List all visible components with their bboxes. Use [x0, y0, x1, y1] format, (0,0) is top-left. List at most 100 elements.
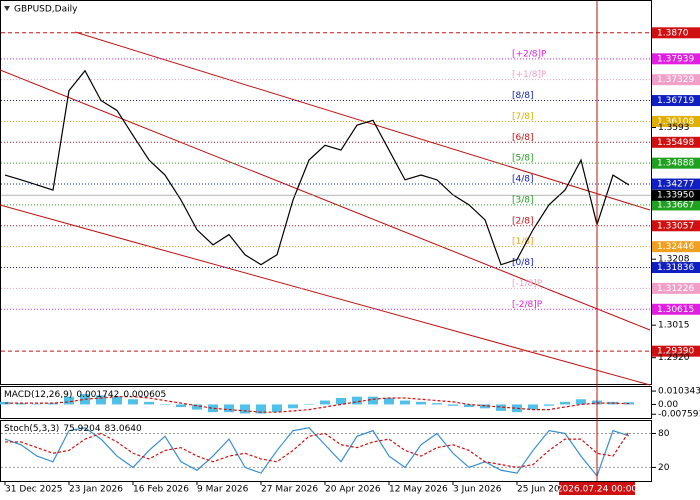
macd-bar — [576, 399, 586, 405]
macd-bar — [528, 404, 538, 410]
macd-bar — [544, 404, 554, 406]
x-tick-label: 9 Mar 2026 — [197, 485, 249, 495]
level-label-bg — [652, 303, 700, 315]
macd-bar — [304, 404, 314, 405]
last-price-label: 1.33950 — [657, 191, 694, 201]
stoch-main-line — [4, 427, 630, 478]
level-tag: [1/8] — [512, 237, 534, 247]
level-tag: [-1/8]P — [512, 279, 543, 289]
level-tag: [+1/8]P — [512, 70, 547, 80]
level-label-bg — [652, 157, 700, 169]
level-label-bg — [652, 282, 700, 294]
level-label-bg — [652, 220, 700, 232]
y-tick-label: 0.010343 — [658, 387, 700, 397]
indicator-value: 83.0640 — [105, 424, 142, 434]
y-tick-label: 1.3015 — [658, 321, 690, 331]
level-label: 1.34888 — [657, 159, 694, 169]
x-tick-label: 27 Mar 2026 — [261, 485, 318, 495]
macd-bar — [256, 404, 266, 414]
macd-bar — [288, 404, 298, 409]
level-label: 1.3870 — [657, 28, 689, 38]
macd-bar — [64, 396, 74, 405]
x-tick-label: 20 Apr 2026 — [325, 485, 381, 495]
level-label-bg — [652, 178, 700, 190]
level-label: 1.32446 — [657, 242, 694, 252]
level-label-bg — [652, 262, 700, 274]
x-tick-label: 31 Dec 2025 — [5, 485, 63, 495]
y-tick-label: 1.3208 — [658, 255, 690, 265]
level-label-bg — [652, 136, 700, 148]
crosshair-label: 2026.07.24 00:00 — [557, 485, 638, 495]
macd-bar — [336, 397, 346, 405]
stoch-panel — [0, 420, 652, 482]
level-label-bg — [652, 53, 700, 65]
x-tick-label: 3 Jun 2026 — [453, 485, 502, 495]
macd-bar — [272, 404, 282, 413]
level-label: 1.35498 — [657, 138, 694, 148]
channel-line — [0, 204, 651, 386]
level-label: 1.37939 — [657, 54, 694, 64]
macd-bar — [496, 404, 506, 411]
y-tick-label: 1.3593 — [658, 123, 690, 133]
macd-bar — [352, 396, 362, 405]
macd-bar — [480, 404, 490, 409]
macd-bar — [240, 404, 250, 414]
macd-bar — [400, 400, 410, 405]
level-tag: [3/8] — [512, 195, 534, 205]
macd-bar — [128, 399, 138, 405]
level-tag: [4/8] — [512, 175, 534, 185]
macd-bar — [224, 404, 234, 413]
indicator-title: MACD(12,26,9) 0.001742 0.000605 — [4, 390, 166, 400]
macd-bar — [192, 404, 202, 410]
level-tag: [-2/8]P — [512, 300, 543, 310]
level-tag: [2/8] — [512, 216, 534, 226]
last-price-bg — [652, 189, 700, 201]
crosshair-label-bg — [559, 482, 635, 495]
level-label: 1.33667 — [657, 200, 694, 210]
level-label-bg — [652, 199, 700, 211]
macd-bar — [160, 404, 170, 405]
level-label: 1.30615 — [657, 305, 694, 315]
x-tick-label: 23 Jan 2026 — [69, 485, 123, 495]
level-tag: [5/8] — [512, 154, 534, 164]
macd-bar — [16, 403, 26, 405]
y-tick-label: 20 — [658, 463, 670, 473]
level-label-bg — [652, 115, 700, 127]
symbol-icon — [4, 6, 10, 11]
macd-bar — [112, 396, 122, 405]
x-tick-label: 16 Feb 2026 — [133, 485, 189, 495]
chart-title: GBPUSD,Daily — [14, 5, 78, 15]
level-label: 1.33057 — [657, 221, 694, 231]
signal-line — [5, 431, 630, 469]
signal-line — [5, 396, 630, 413]
channel-line — [74, 31, 651, 211]
level-label-bg — [652, 27, 700, 39]
level-label: 1.31226 — [657, 284, 694, 294]
macd-bar — [368, 396, 378, 405]
level-label: 1.36108 — [657, 117, 694, 127]
macd-bar — [560, 401, 570, 405]
macd-bar — [144, 401, 154, 405]
main-panel — [0, 0, 652, 385]
level-label-bg — [652, 345, 700, 357]
macd-bar — [512, 404, 522, 413]
price-line — [4, 69, 630, 266]
level-label: 1.36719 — [657, 96, 694, 106]
macd-bar — [464, 404, 474, 408]
indicator-value: 75.9204 — [63, 424, 100, 434]
level-tag: [6/8] — [512, 133, 534, 143]
macd-bar — [96, 395, 106, 405]
level-label: 1.31836 — [657, 263, 694, 273]
macd-bar — [32, 403, 42, 405]
level-label: 1.34277 — [657, 180, 694, 190]
channel-line — [0, 69, 651, 331]
level-label-bg — [652, 74, 700, 86]
macd-bar — [176, 404, 186, 408]
macd-bar — [208, 404, 218, 413]
level-label: 1.37329 — [657, 75, 694, 85]
indicator-name: MACD(12,26,9) — [4, 390, 72, 400]
level-tag: [7/8] — [512, 112, 534, 122]
indicator-title: Stoch(5,3,3) 75.9204 83.0640 — [4, 424, 142, 434]
